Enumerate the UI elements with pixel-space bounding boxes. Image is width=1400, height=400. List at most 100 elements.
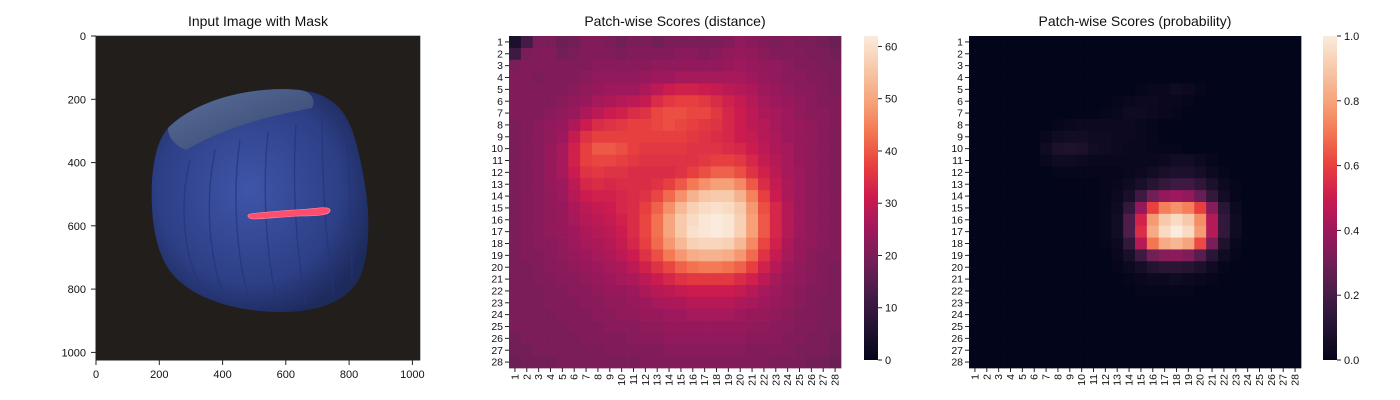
heatmap-cell xyxy=(592,36,605,49)
heatmap-cell xyxy=(758,261,771,274)
heatmap-cell xyxy=(1170,261,1183,274)
heatmap-cell xyxy=(817,190,830,203)
heatmap-cell xyxy=(509,249,522,262)
heatmap-cell xyxy=(1194,296,1207,310)
heatmap-cell xyxy=(556,142,569,155)
heatmap-cell xyxy=(805,107,818,120)
heatmap-cell xyxy=(1158,344,1171,357)
heatmap-cell xyxy=(686,213,700,227)
heatmap-cell xyxy=(698,213,711,227)
heatmap-cell xyxy=(544,190,557,203)
heatmap-cell xyxy=(1253,83,1266,96)
heatmap-cell xyxy=(686,178,700,191)
heatmap-cell xyxy=(1099,261,1112,274)
probability-heatmap-cells xyxy=(969,36,1302,369)
heatmap-cell xyxy=(969,308,982,321)
row-label: 16 xyxy=(951,214,963,226)
col-label: 5 xyxy=(557,374,569,380)
probability-heatmap-col-labels: 1 2 3 4 5 6 7 8 9 10 11 12 13 14 15 16 17 18 19 20 21 22 23 24 2… xyxy=(969,368,1302,386)
heatmap-cell xyxy=(698,285,711,298)
heatmap-cell xyxy=(1289,202,1302,215)
heatmap-cell xyxy=(980,178,994,191)
heatmap-cell xyxy=(722,166,735,179)
row-label: 8 xyxy=(497,120,503,132)
row-label: 11 xyxy=(492,155,503,167)
heatmap-cell xyxy=(639,47,652,61)
heatmap-cell xyxy=(746,142,759,155)
heatmap-cell xyxy=(1206,332,1219,345)
heatmap-cell xyxy=(1289,320,1302,333)
row-label: 16 xyxy=(491,214,503,226)
heatmap-cell xyxy=(1052,344,1065,357)
col-label: 7 xyxy=(1041,374,1053,380)
heatmap-cell xyxy=(734,213,747,227)
heatmap-cell xyxy=(651,47,664,61)
heatmap-cell xyxy=(1099,356,1112,369)
heatmap-cell xyxy=(1111,83,1124,96)
heatmap-cell xyxy=(1146,202,1160,215)
heatmap-cell xyxy=(675,142,688,155)
heatmap-cell xyxy=(969,107,982,120)
heatmap-cell xyxy=(675,83,688,96)
heatmap-cell xyxy=(746,213,759,227)
heatmap-cell xyxy=(992,47,1005,61)
heatmap-cell xyxy=(793,356,806,369)
heatmap-cell xyxy=(509,190,522,203)
heatmap-cell xyxy=(1170,356,1183,369)
heatmap-cell xyxy=(1111,47,1124,61)
heatmap-cell xyxy=(1158,273,1171,286)
heatmap-cell xyxy=(1229,119,1243,132)
heatmap-cell xyxy=(603,154,617,167)
heatmap-cell xyxy=(1241,273,1254,286)
heatmap-cell xyxy=(1123,225,1136,238)
heatmap-cell xyxy=(1182,202,1195,215)
heatmap-cell xyxy=(592,285,605,298)
heatmap-cell xyxy=(663,296,676,310)
heatmap-cell xyxy=(686,225,700,238)
heatmap-cell xyxy=(592,202,605,215)
heatmap-cell xyxy=(793,296,806,310)
heatmap-cell xyxy=(1265,47,1278,61)
col-label: 19 xyxy=(1183,374,1195,386)
heatmap-cell xyxy=(520,190,534,203)
heatmap-cell xyxy=(556,296,569,310)
heatmap-cell xyxy=(568,202,581,215)
heatmap-cell xyxy=(1075,190,1088,203)
heatmap-cell xyxy=(1087,36,1100,49)
heatmap-cell xyxy=(1218,36,1231,49)
heatmap-cell xyxy=(580,237,593,250)
heatmap-cell xyxy=(1063,202,1077,215)
heatmap-cell xyxy=(1028,249,1041,262)
heatmap-cell xyxy=(722,249,735,262)
heatmap-cell xyxy=(568,213,581,227)
heatmap-cell xyxy=(1075,142,1088,155)
col-label: 23 xyxy=(1230,374,1242,386)
heatmap-cell xyxy=(1040,107,1053,120)
heatmap-cell xyxy=(829,107,842,120)
heatmap-cell xyxy=(1146,83,1160,96)
heatmap-cell xyxy=(1170,178,1183,191)
heatmap-cell xyxy=(746,249,759,262)
heatmap-cell xyxy=(568,332,581,345)
heatmap-cell xyxy=(698,225,711,238)
heatmap-cell xyxy=(1253,36,1266,49)
heatmap-cell xyxy=(1229,332,1243,345)
heatmap-cell xyxy=(686,142,700,155)
row-label: 10 xyxy=(491,143,503,155)
row-label: 6 xyxy=(497,96,503,108)
input-image-title: Input Image with Mask xyxy=(188,13,329,29)
heatmap-cell xyxy=(556,344,569,357)
heatmap-cell xyxy=(1040,47,1053,61)
heatmap-cell xyxy=(746,308,759,321)
heatmap-cell xyxy=(1123,130,1136,144)
heatmap-cell xyxy=(639,154,652,167)
heatmap-cell xyxy=(1135,71,1148,84)
heatmap-cell xyxy=(1146,225,1160,238)
heatmap-cell xyxy=(1229,71,1243,84)
heatmap-cell xyxy=(1206,202,1219,215)
heatmap-cell xyxy=(1040,225,1053,238)
heatmap-cell xyxy=(686,119,700,132)
heatmap-cell xyxy=(1277,47,1290,61)
heatmap-cell xyxy=(829,95,842,108)
heatmap-cell xyxy=(1099,308,1112,321)
